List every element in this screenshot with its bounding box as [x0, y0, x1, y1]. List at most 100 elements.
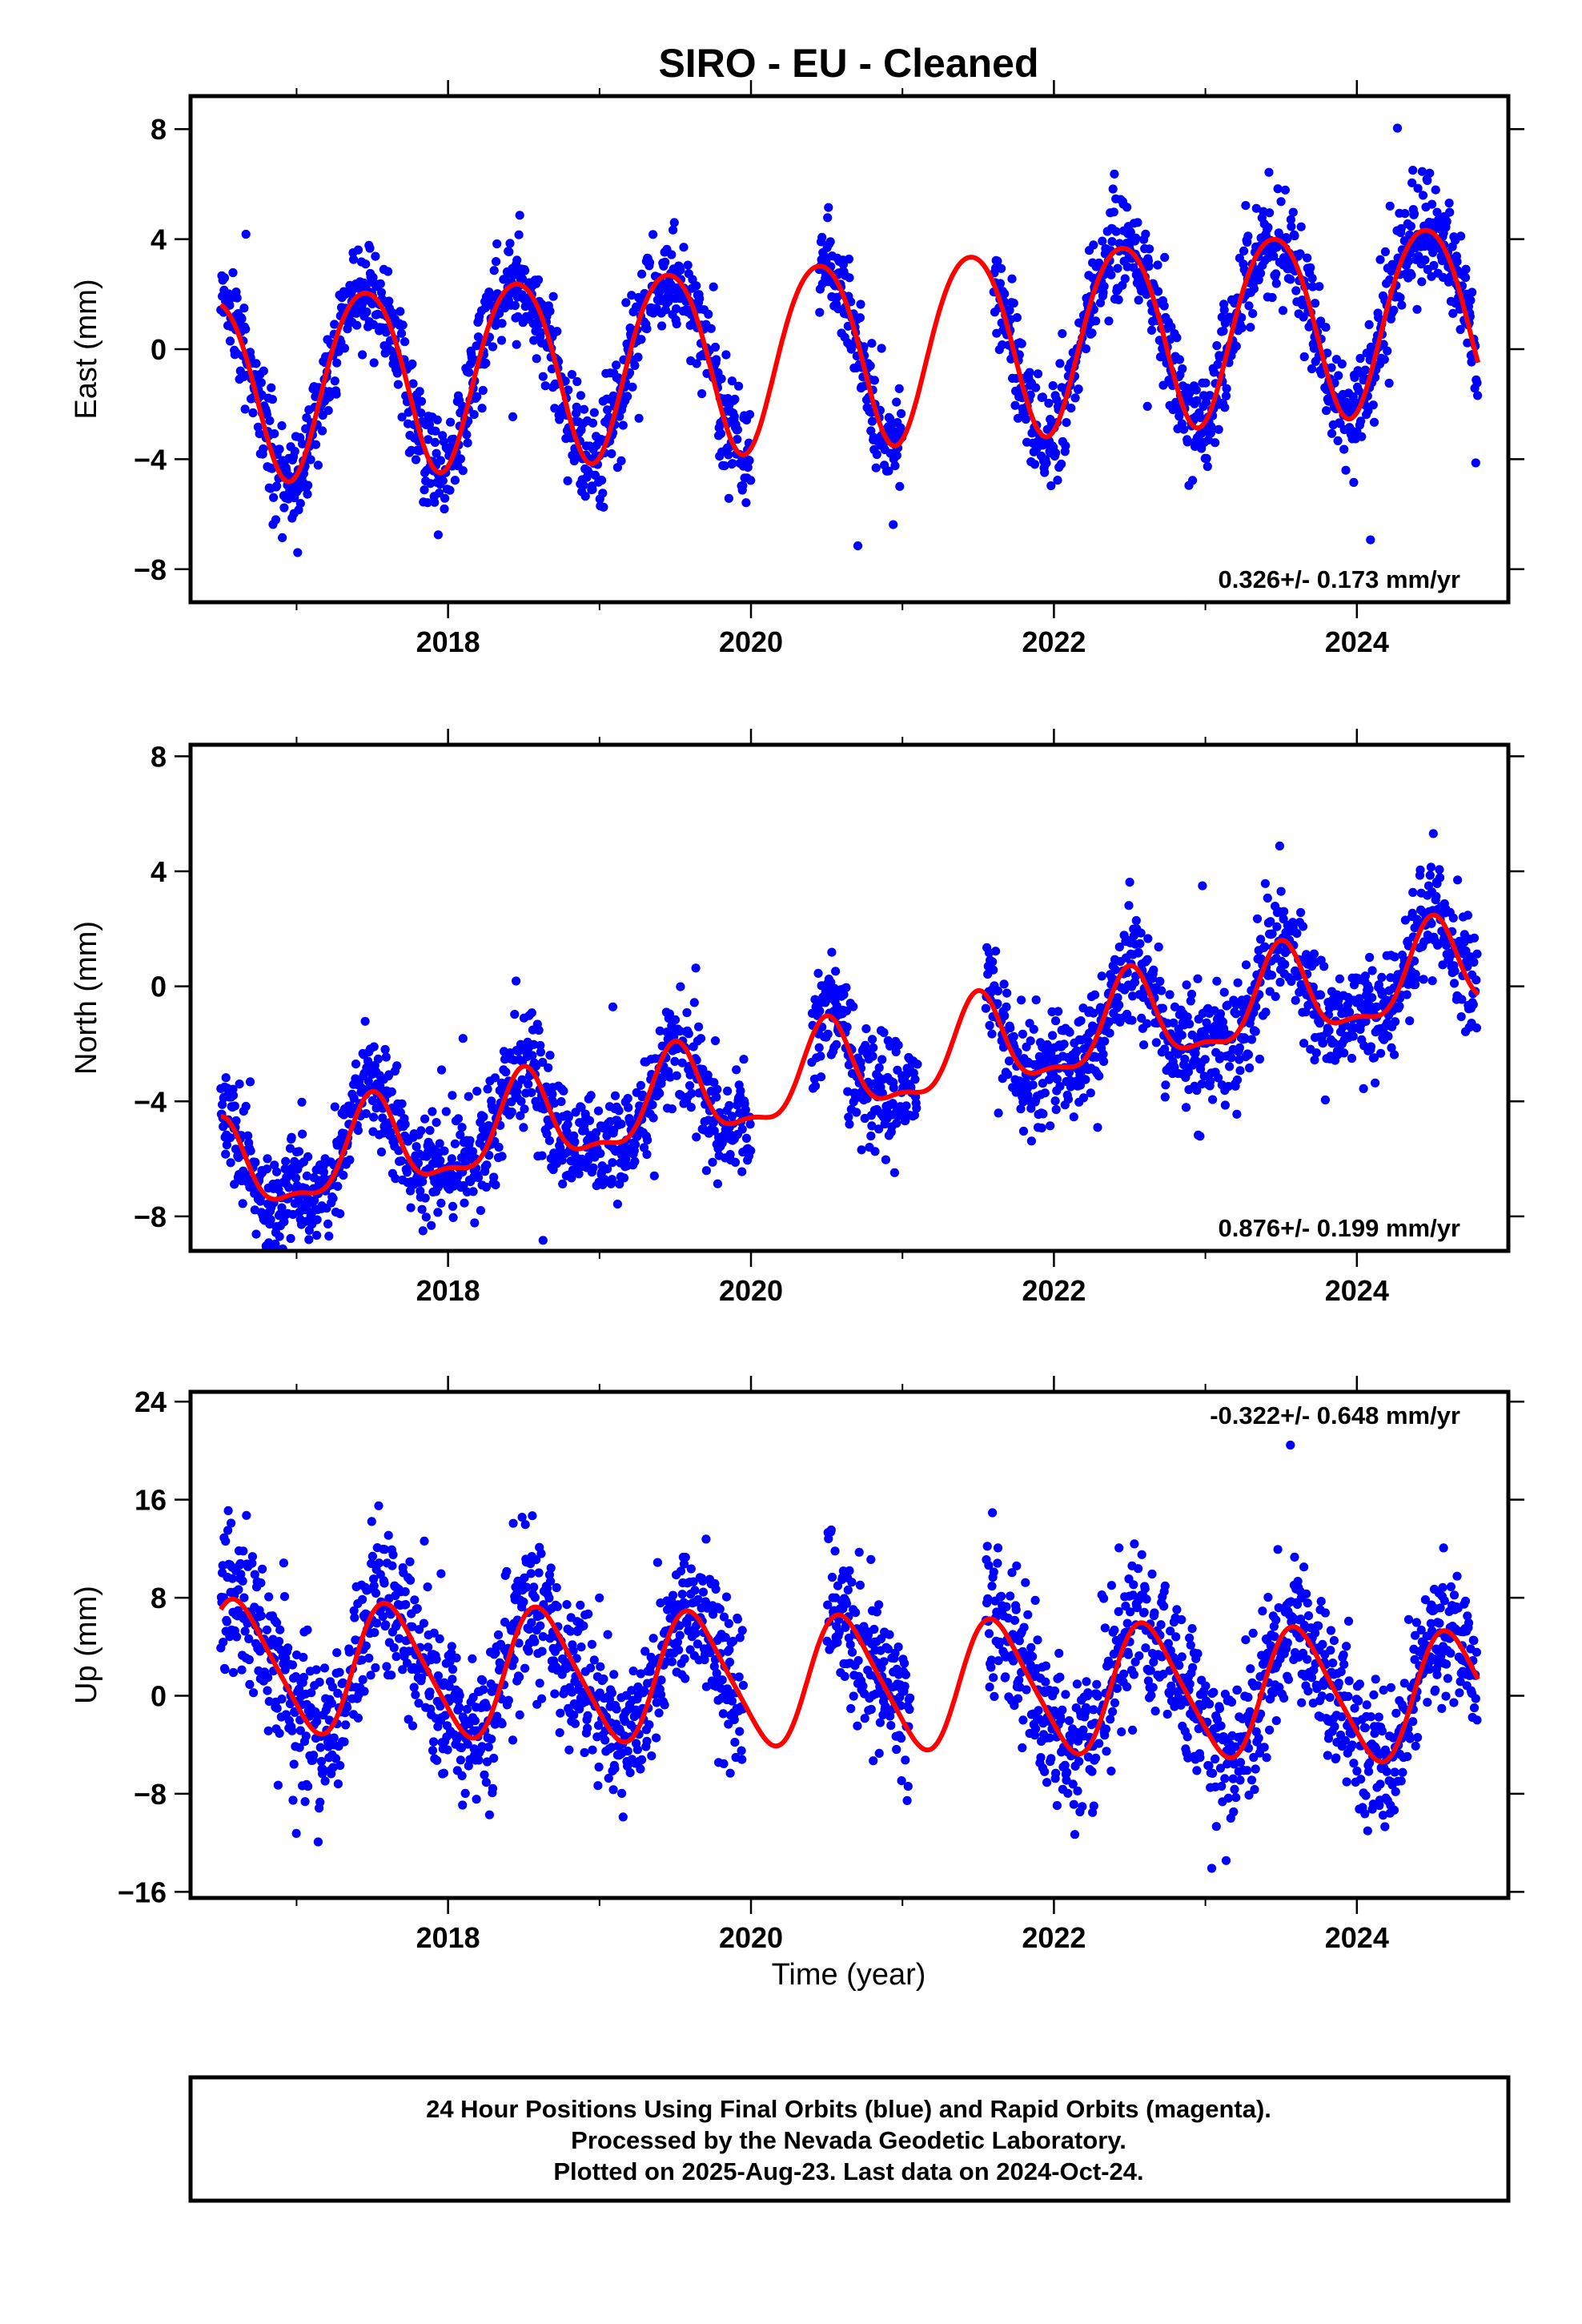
north-data-point [412, 1142, 421, 1152]
east-data-point [438, 476, 448, 485]
north-data-point [1435, 865, 1444, 875]
up-data-point [272, 1618, 282, 1627]
east-data-point [1427, 199, 1437, 209]
east-data-point [846, 344, 856, 354]
east-data-point [1420, 255, 1430, 265]
north-data-point [312, 1230, 322, 1240]
east-data-point [1237, 323, 1247, 332]
north-data-point [549, 1099, 559, 1108]
east-data-point [1057, 459, 1066, 469]
up-data-point [387, 1561, 397, 1570]
north-data-point [1407, 908, 1417, 918]
north-data-point [1177, 1031, 1186, 1040]
north-data-point [427, 1220, 436, 1230]
east-data-point [630, 360, 640, 370]
east-data-point [648, 230, 658, 239]
up-data-point [361, 1641, 371, 1651]
north-data-point [1195, 1132, 1205, 1141]
up-data-point [432, 1755, 442, 1765]
east-data-point [1379, 355, 1389, 364]
east-data-point [1299, 352, 1309, 362]
east-data-point [1000, 289, 1010, 299]
north-data-point [636, 1080, 646, 1090]
north-data-point [284, 1183, 294, 1192]
east-data-point [1153, 260, 1162, 270]
east-data-point [1206, 428, 1215, 438]
east-data-point [572, 376, 582, 387]
north-data-point [246, 1146, 255, 1156]
north-data-point [638, 1090, 648, 1100]
north-data-point [1419, 975, 1428, 984]
north-data-point [1371, 1002, 1381, 1011]
up-x-tick-label: 2022 [1022, 1921, 1086, 1954]
east-data-point [1337, 359, 1347, 369]
north-data-point [335, 1209, 345, 1219]
north-data-point [333, 1181, 343, 1191]
north-data-point [1165, 990, 1174, 999]
north-data-point [1114, 1000, 1124, 1010]
up-data-point [264, 1697, 274, 1707]
up-data-point [474, 1755, 484, 1765]
north-data-point [363, 1056, 373, 1066]
north-data-point [1063, 1095, 1073, 1104]
up-data-point [527, 1618, 536, 1627]
north-data-point [614, 1106, 624, 1116]
east-data-point [1366, 535, 1375, 545]
north-data-point [1291, 995, 1300, 1005]
east-data-point [1291, 286, 1301, 296]
north-data-point [537, 1151, 547, 1160]
up-data-point [528, 1511, 537, 1521]
east-data-point [1089, 240, 1098, 250]
north-data-point [1360, 971, 1370, 981]
east-data-point [225, 300, 235, 310]
north-data-point [241, 1101, 251, 1112]
up-data-point [504, 1695, 513, 1705]
north-data-point [1219, 987, 1229, 997]
north-data-point [1299, 1039, 1309, 1048]
east-data-point [733, 435, 742, 444]
north-data-point [1137, 1013, 1146, 1023]
east-data-point [1323, 348, 1332, 358]
north-data-point [1347, 1053, 1357, 1063]
east-data-point [1046, 481, 1056, 491]
up-data-point [429, 1628, 439, 1638]
east-data-point [1339, 444, 1349, 454]
east-data-point [1442, 217, 1452, 227]
north-data-point [1186, 996, 1195, 1006]
north-data-point [685, 1070, 695, 1080]
east-data-point [1269, 251, 1279, 261]
east-data-point [1010, 400, 1020, 410]
east-data-point [1044, 398, 1054, 408]
north-data-point [1114, 942, 1124, 952]
east-data-point [1445, 207, 1455, 217]
east-data-point [1201, 378, 1211, 388]
north-data-point [544, 1063, 553, 1072]
east-data-point [743, 463, 753, 472]
east-data-point [278, 533, 287, 543]
north-data-point [1038, 1109, 1048, 1119]
east-data-point [1408, 166, 1418, 175]
up-data-point [409, 1683, 419, 1692]
north-data-point [1225, 1062, 1235, 1072]
north-data-point [494, 1143, 504, 1152]
east-data-point [560, 376, 570, 386]
east-data-point [615, 412, 624, 421]
north-model-line [220, 912, 1480, 1202]
east-x-tick-label: 2024 [1325, 625, 1389, 658]
up-data-point [335, 1761, 345, 1771]
north-data-point [1059, 1039, 1069, 1049]
up-data-point [460, 1788, 470, 1798]
up-data-point [497, 1719, 507, 1729]
north-data-point [1218, 1017, 1227, 1027]
east-data-point [716, 428, 726, 439]
north-data-point [1298, 922, 1308, 931]
up-data-point [367, 1517, 376, 1526]
east-data-point [845, 273, 854, 283]
north-data-point [400, 1120, 410, 1129]
up-data-point [445, 1657, 455, 1667]
east-data-point [1472, 378, 1482, 388]
east-data-point [433, 530, 444, 540]
east-data-point [1055, 359, 1065, 368]
north-data-point [1402, 990, 1411, 999]
north-data-point [1142, 1019, 1152, 1028]
